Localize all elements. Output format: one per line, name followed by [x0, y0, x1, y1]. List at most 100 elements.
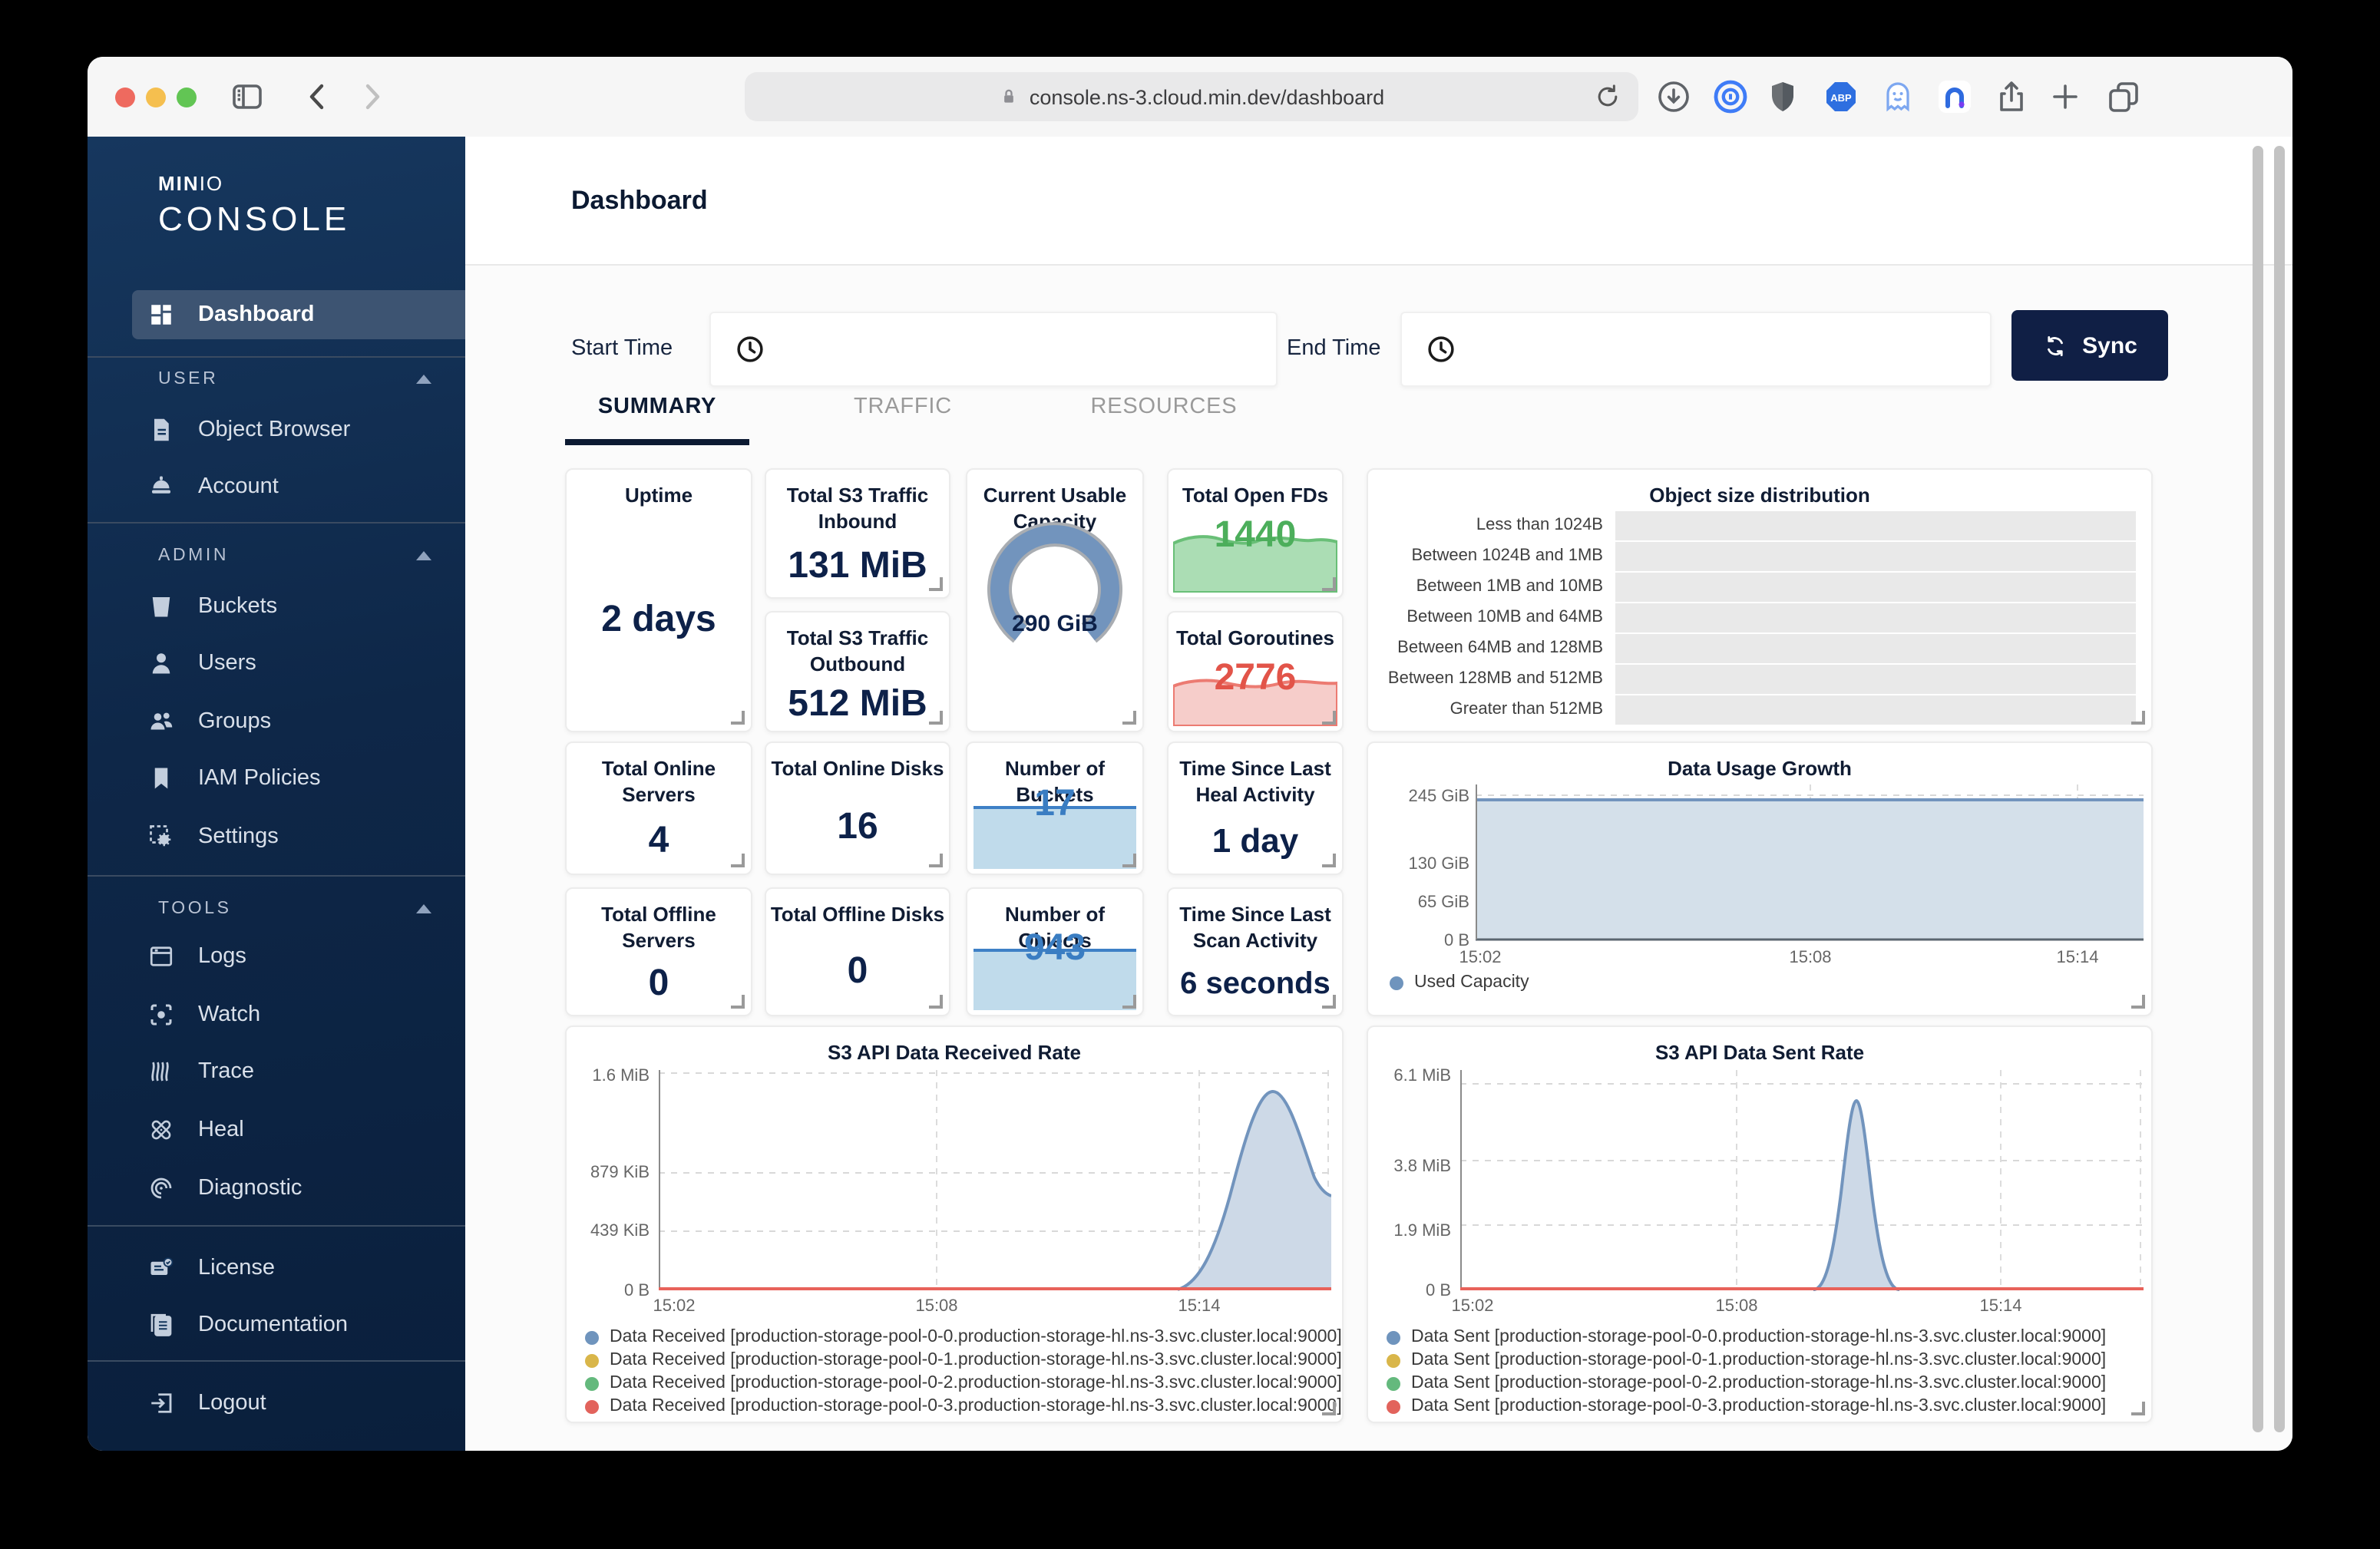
resize-handle-icon[interactable]: [1322, 711, 1336, 725]
sidebar-item-diagnostic[interactable]: Diagnostic: [88, 1162, 465, 1214]
trace-icon: [147, 1058, 175, 1085]
object-size-distribution-chart: Less than 1024B Between 1024B and 1MB Be…: [1376, 511, 2136, 726]
objects-count-card: Number of Objects 943: [966, 887, 1144, 1016]
legend-dot-icon: [585, 1353, 599, 1367]
resize-handle-icon[interactable]: [929, 995, 943, 1009]
new-tab-icon[interactable]: [2047, 78, 2084, 115]
uptime-card: Uptime 2 days: [565, 468, 752, 732]
legend-dot-icon: [1387, 1353, 1400, 1367]
tab-resources[interactable]: RESOURCES: [1090, 395, 1238, 419]
sidebar-item-logs[interactable]: Logs: [88, 930, 465, 983]
resize-handle-icon[interactable]: [929, 577, 943, 591]
collapse-caret-icon[interactable]: [416, 904, 431, 913]
open-fds-value: 1440: [1214, 514, 1297, 556]
end-time-field[interactable]: [1457, 313, 1990, 385]
page-title: Dashboard: [571, 186, 708, 215]
sync-button[interactable]: Sync: [2011, 310, 2168, 381]
resize-handle-icon[interactable]: [929, 854, 943, 867]
sidebar-item-object-browser[interactable]: Object Browser: [88, 404, 465, 456]
resize-handle-icon[interactable]: [929, 711, 943, 725]
resize-handle-icon[interactable]: [1322, 1402, 1336, 1415]
data-usage-growth-card: Data Usage Growth 245 GiB 130 GiB 65 GiB…: [1367, 741, 2153, 1016]
sidebar-item-users[interactable]: Users: [88, 637, 465, 689]
onepassword-extension-icon[interactable]: [1712, 78, 1749, 115]
sidebar-section-user: USER: [158, 364, 435, 395]
ghostery-extension-icon[interactable]: [1879, 78, 1916, 115]
bar-row: Between 10MB and 64MB: [1376, 603, 2136, 632]
content-scrollbar[interactable]: [2253, 146, 2263, 1432]
tab-traffic[interactable]: TRAFFIC: [853, 395, 952, 419]
downloads-icon[interactable]: [1655, 78, 1692, 115]
sidebar-item-account[interactable]: Account: [88, 461, 465, 513]
minimize-window-button[interactable]: [146, 87, 166, 107]
start-time-input[interactable]: [709, 312, 1278, 387]
diagnostic-icon: [147, 1174, 175, 1202]
resize-handle-icon[interactable]: [731, 711, 745, 725]
sidebar-item-groups[interactable]: Groups: [88, 695, 465, 748]
resize-handle-icon[interactable]: [1322, 577, 1336, 591]
legend-dot-icon: [585, 1330, 599, 1344]
back-icon[interactable]: [299, 78, 336, 115]
end-time-input[interactable]: [1400, 312, 1992, 387]
sidebar-item-dashboard[interactable]: Dashboard: [132, 290, 465, 339]
forward-icon[interactable]: [353, 78, 390, 115]
close-window-button[interactable]: [115, 87, 135, 107]
address-bar[interactable]: console.ns-3.cloud.min.dev/dashboard: [745, 72, 1638, 121]
resize-handle-icon[interactable]: [2131, 1402, 2145, 1415]
open-fds-card: Total Open FDs 1440: [1167, 468, 1344, 599]
bar-row: Greater than 512MB: [1376, 695, 2136, 724]
goroutines-sparkline: [1173, 679, 1337, 726]
window-scrollbar[interactable]: [2274, 146, 2285, 1432]
collapse-caret-icon[interactable]: [416, 375, 431, 384]
tab-overview-icon[interactable]: [2105, 78, 2142, 115]
capacity-gauge: [987, 522, 1122, 643]
resize-handle-icon[interactable]: [1122, 711, 1136, 725]
buckets-count-card: Number of Buckets 17: [966, 741, 1144, 875]
offline-disks-card: Total Offline Disks 0: [765, 887, 950, 1016]
start-time-field[interactable]: [766, 313, 1276, 385]
sidebar-section-admin: ADMIN: [158, 540, 435, 571]
tab-summary[interactable]: SUMMARY: [565, 395, 749, 445]
license-icon: [147, 1254, 175, 1282]
resize-handle-icon[interactable]: [2131, 995, 2145, 1009]
legend-dot-icon: [1387, 1376, 1400, 1390]
resize-handle-icon[interactable]: [1122, 854, 1136, 867]
share-icon[interactable]: [1993, 78, 2030, 115]
sidebar-item-heal[interactable]: Heal: [88, 1104, 465, 1156]
sidebar-item-watch[interactable]: Watch: [88, 989, 465, 1041]
abp-extension-icon[interactable]: ABP: [1823, 78, 1859, 115]
collapse-caret-icon[interactable]: [416, 551, 431, 560]
arch-extension-icon[interactable]: [1936, 78, 1973, 115]
zoom-window-button[interactable]: [177, 87, 197, 107]
resize-handle-icon[interactable]: [1322, 995, 1336, 1009]
sidebar-item-documentation[interactable]: Documentation: [88, 1299, 465, 1351]
sidebar-item-iam-policies[interactable]: IAM Policies: [88, 752, 465, 804]
objects-sparkline: [973, 949, 1136, 1010]
resize-handle-icon[interactable]: [2131, 711, 2145, 725]
sidebar-item-buckets[interactable]: Buckets: [88, 580, 465, 632]
tab-bar: SUMMARY TRAFFIC RESOURCES: [565, 395, 1333, 445]
scan-value: 6 seconds: [1180, 966, 1330, 1001]
legend-item: Used Capacity: [1390, 973, 1529, 992]
dashboard-icon: [147, 301, 175, 329]
resize-handle-icon[interactable]: [731, 854, 745, 867]
legend-item: Data Received [production-storage-pool-0…: [585, 1397, 1342, 1415]
s3-data-received-card: S3 API Data Received Rate 1.6 MiB 879 Ki…: [565, 1026, 1344, 1423]
reload-icon[interactable]: [1592, 81, 1623, 112]
sidebar-toggle-icon[interactable]: [229, 78, 266, 115]
resize-handle-icon[interactable]: [1322, 854, 1336, 867]
sidebar-item-settings[interactable]: Settings: [88, 811, 465, 863]
bar-row: Between 128MB and 512MB: [1376, 665, 2136, 693]
legend-item: Data Sent [production-storage-pool-0-3.p…: [1387, 1397, 2106, 1415]
sidebar-item-logout[interactable]: Logout: [88, 1377, 465, 1429]
sidebar-section-tools: TOOLS: [158, 893, 435, 924]
inbound-value: 131 MiB: [788, 544, 927, 586]
sidebar-item-trace[interactable]: Trace: [88, 1045, 465, 1098]
sidebar-item-license[interactable]: License: [88, 1242, 465, 1294]
legend-dot-icon: [585, 1376, 599, 1390]
resize-handle-icon[interactable]: [1122, 995, 1136, 1009]
shield-extension-icon[interactable]: [1764, 78, 1801, 115]
resize-handle-icon[interactable]: [731, 995, 745, 1009]
legend-item: Data Received [production-storage-pool-0…: [585, 1328, 1342, 1346]
clock-icon: [1428, 336, 1454, 362]
